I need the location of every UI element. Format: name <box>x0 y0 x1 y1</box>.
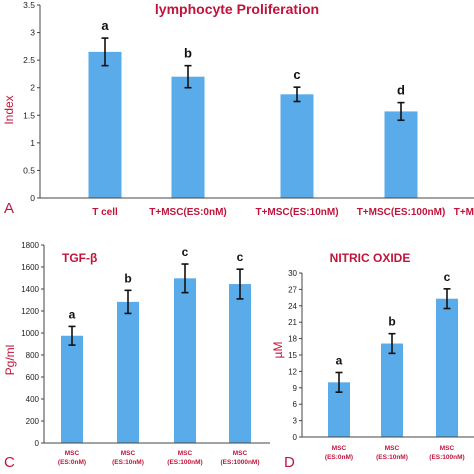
y-tick-label: 0 <box>293 433 298 442</box>
bar <box>229 284 251 443</box>
y-axis-label-c: Pg/ml <box>3 345 17 376</box>
y-tick-label: 9 <box>293 384 298 393</box>
bars-a: a b c d <box>88 18 418 198</box>
y-tick-label: 1400 <box>21 285 39 294</box>
y-tick-label: 27 <box>288 285 297 294</box>
bar <box>328 382 350 437</box>
y-tick-label: 1.5 <box>23 110 35 120</box>
x-category-label: T+MSC(ES:0nM) <box>149 207 227 218</box>
x-category-label: T+MSC(ES:100nM) <box>357 207 446 218</box>
y-tick-label: 18 <box>288 335 297 344</box>
y-tick-label: 6 <box>293 400 298 409</box>
y-tick-label: 15 <box>288 351 297 360</box>
y-tick-label: 1 <box>30 138 35 148</box>
bar <box>436 298 458 437</box>
x-category-label: MSC (ES:10nM) <box>376 445 408 461</box>
bar <box>88 51 122 198</box>
x-category-label: MSC (ES:100nM) <box>167 450 202 466</box>
y-axis-a: 0 0.5 1 1.5 2 2.5 3 3.5 <box>23 0 41 203</box>
y-tick-label: 0 <box>35 439 40 448</box>
x-category-label: T cell <box>92 207 118 218</box>
x-category-label: T+M <box>454 207 474 218</box>
significance-label: a <box>69 307 76 321</box>
bar <box>174 278 196 443</box>
y-tick-label: 1200 <box>21 307 39 316</box>
y-tick-label: 24 <box>288 302 297 311</box>
chart-title-c: TGF-β <box>62 251 97 265</box>
y-tick-label: 12 <box>288 367 297 376</box>
y-tick-label: 2.5 <box>23 55 35 65</box>
y-tick-label: 200 <box>26 417 40 426</box>
significance-label: a <box>336 353 343 367</box>
y-tick-label: 1800 <box>21 241 39 250</box>
bar <box>384 111 418 198</box>
y-tick-label: 2 <box>30 83 35 93</box>
panel-letter-c: C <box>4 454 15 471</box>
x-category-label: MSC (ES:0nM) <box>325 445 353 461</box>
y-axis-label-d: µM <box>271 342 285 359</box>
y-tick-label: 1600 <box>21 263 39 272</box>
significance-label: b <box>388 315 395 329</box>
panel-letter-a: A <box>4 200 14 217</box>
bar <box>61 335 83 443</box>
x-category-label: MSC (ES:0nM) <box>58 450 86 466</box>
significance-label: c <box>237 250 244 264</box>
y-tick-label: 0.5 <box>23 165 35 175</box>
y-tick-label: 400 <box>26 395 40 404</box>
significance-label: c <box>293 67 300 82</box>
chart-title-a: lymphocyte Proliferation <box>155 1 319 17</box>
x-category-label: MSC (ES:10nM) <box>112 450 144 466</box>
y-tick-label: 0 <box>30 193 35 203</box>
panel-d: NITRIC OXIDE µM D 0 3 6 9 12 15 18 21 24 27 30 a b c… <box>271 251 474 471</box>
x-category-label: MSC (ES:100nM) <box>429 445 464 461</box>
x-axis-a: T cell T+MSC(ES:0nM) T+MSC(ES:10nM) T+MSC(E… <box>40 197 474 218</box>
significance-label: b <box>124 271 131 285</box>
y-axis-d: 0 3 6 9 12 15 18 21 24 27 30 <box>288 269 303 442</box>
panel-c: TGF-β Pg/ml C 0 200 400 600 800 1000 1200 1400 1… <box>3 241 270 471</box>
y-tick-label: 800 <box>26 351 40 360</box>
y-tick-label: 3 <box>293 417 298 426</box>
significance-label: c <box>182 245 189 259</box>
bar <box>381 343 403 437</box>
significance-label: d <box>397 83 405 98</box>
x-category-label: T+MSC(ES:10nM) <box>255 207 338 218</box>
x-category-label: MSC (ES:1000nM) <box>220 450 259 466</box>
x-axis-d: MSC (ES:0nM) MSC (ES:10nM) MSC (ES:100nM) <box>302 436 474 461</box>
y-tick-label: 3.5 <box>23 0 35 10</box>
bar <box>280 94 314 198</box>
significance-label: b <box>184 46 192 61</box>
y-axis-label-a: Index <box>2 95 16 124</box>
panel-letter-d: D <box>284 454 295 471</box>
panel-a: lymphocyte Proliferation Index A 0 0.5 1 1.… <box>0 0 474 220</box>
chart-title-d: NITRIC OXIDE <box>330 251 411 265</box>
significance-label: a <box>101 18 109 33</box>
y-axis-c: 0 200 400 600 800 1000 1200 1400 1600 1800 <box>21 241 45 448</box>
significance-label: c <box>444 270 451 284</box>
y-tick-label: 3 <box>30 28 35 38</box>
bars-c: a b c c <box>61 245 251 443</box>
bar <box>171 76 205 198</box>
y-tick-label: 21 <box>288 318 297 327</box>
y-tick-label: 30 <box>288 269 297 278</box>
x-axis-c: MSC (ES:0nM) MSC (ES:10nM) MSC (ES:100nM) MSC(… <box>44 442 270 466</box>
y-tick-label: 1000 <box>21 329 39 338</box>
bar <box>117 301 139 443</box>
y-tick-label: 600 <box>26 373 40 382</box>
bars-d: a b c <box>328 270 458 437</box>
